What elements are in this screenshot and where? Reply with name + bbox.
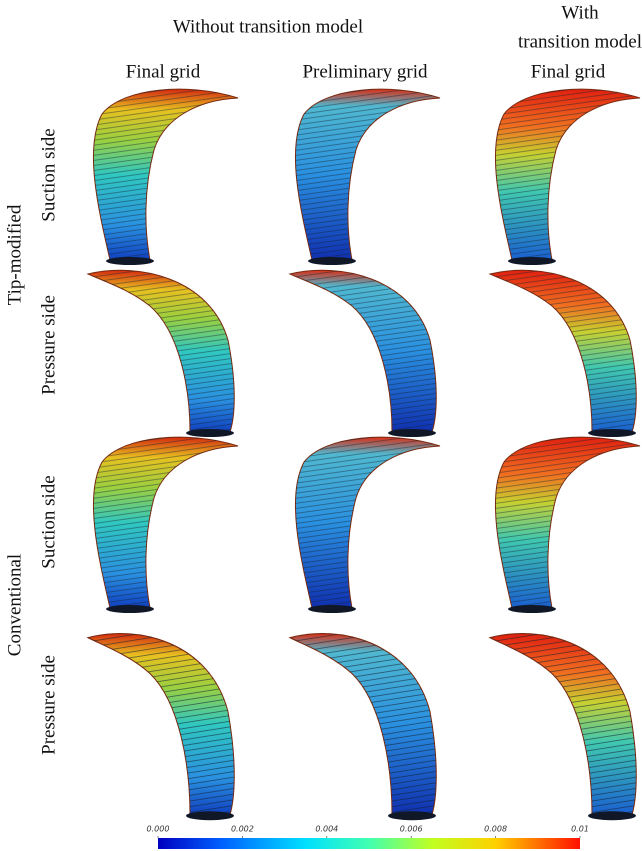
blade-hub xyxy=(588,429,636,437)
blade-streaks xyxy=(495,89,640,260)
blade-streaks xyxy=(295,437,440,608)
blade-streaks xyxy=(88,270,235,432)
blade xyxy=(494,436,641,613)
row-label: Suction side xyxy=(38,475,59,568)
row-group-label: Conventional xyxy=(4,554,25,656)
blade-streaks xyxy=(295,89,440,260)
blade-hub xyxy=(508,605,556,613)
colorbar-tick-label: 0.002 xyxy=(231,825,254,834)
blade-hub xyxy=(588,811,636,821)
blade-hub xyxy=(388,429,436,437)
header-group: Without transition model xyxy=(173,16,363,37)
blade-hub xyxy=(308,257,356,265)
blade-hub xyxy=(186,811,234,821)
blade-hub xyxy=(186,429,234,437)
blade xyxy=(289,269,437,437)
colorbar-tick-label: 0.004 xyxy=(315,825,338,834)
row-label: Suction side xyxy=(38,128,59,221)
colorbar-tick-label: 0.000 xyxy=(147,825,170,834)
colorbar-tick-label: 0.01 xyxy=(571,825,589,834)
colorbar-tick-label: 0.006 xyxy=(400,825,423,834)
blade xyxy=(92,88,239,265)
colorbar-ticks: 0.000 0.002 0.004 0.006 0.008 0.01 xyxy=(147,825,589,838)
blade-streaks xyxy=(290,270,437,432)
header-with: transition model xyxy=(518,31,642,52)
blade-streaks xyxy=(93,89,238,260)
blade xyxy=(87,632,235,821)
blade-hub xyxy=(106,257,154,265)
blade xyxy=(87,269,235,437)
blades xyxy=(87,88,641,821)
colorbar-tick-label: 0.008 xyxy=(484,825,507,834)
blade xyxy=(294,88,441,265)
column-label: Final grid xyxy=(126,61,201,82)
blade xyxy=(289,632,437,821)
header-with: With xyxy=(561,2,599,23)
blade xyxy=(294,436,441,613)
blade-streaks xyxy=(490,633,637,815)
colorbar xyxy=(158,838,580,849)
blade xyxy=(494,88,641,265)
blade-streaks xyxy=(490,270,637,432)
blade-hub xyxy=(106,605,154,613)
row-label: Pressure side xyxy=(38,295,59,395)
blade xyxy=(92,436,239,613)
blade-streaks xyxy=(93,437,238,608)
row-label: Pressure side xyxy=(38,655,59,755)
blade-streaks xyxy=(495,437,640,608)
row-group-label: Tip-modified xyxy=(4,204,25,305)
blade xyxy=(489,632,637,821)
blade-hub xyxy=(508,257,556,265)
column-label: Final grid xyxy=(531,61,606,82)
blade xyxy=(489,269,637,437)
blade-streaks xyxy=(290,633,437,815)
blade-hub xyxy=(308,605,356,613)
blade-streaks xyxy=(88,633,235,815)
column-label: Preliminary grid xyxy=(302,61,428,82)
blade-hub xyxy=(388,811,436,821)
